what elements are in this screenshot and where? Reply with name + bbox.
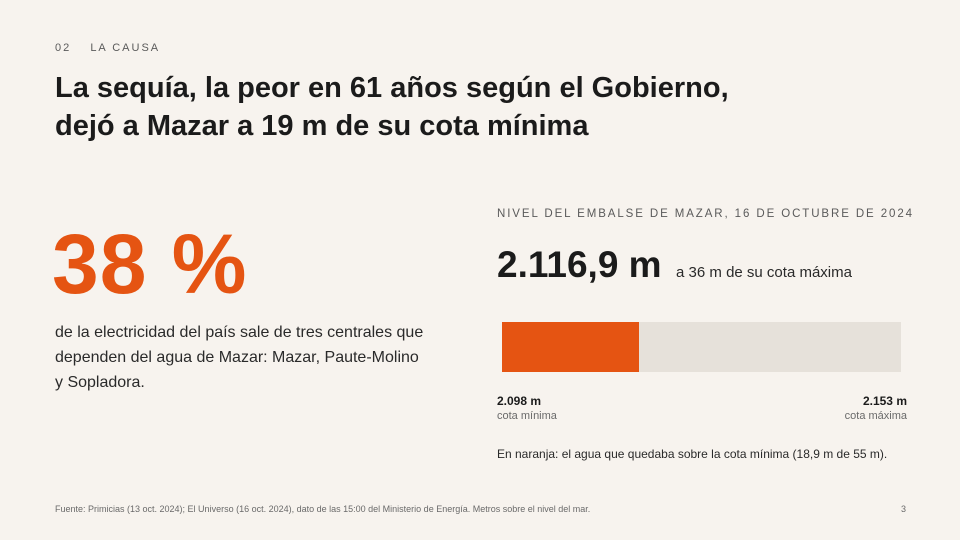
scale-max-value: 2.153 m xyxy=(862,394,907,408)
bar-legend-note: En naranja: el agua que quedaba sobre la… xyxy=(497,447,888,461)
reservoir-level-value: 2.116,9 m xyxy=(497,244,662,285)
reservoir-level-bar-fill xyxy=(502,322,640,372)
reservoir-level-row: 2.116,9 m a 36 m de su cota máxima xyxy=(497,244,852,286)
page-number: 3 xyxy=(900,504,906,514)
scale-min: 2.098 m cota mínima xyxy=(497,394,557,424)
scale-max-label: cota máxima xyxy=(844,410,907,422)
section-number: 02 xyxy=(55,42,72,54)
big-stat-description: de la electricidad del país sale de tres… xyxy=(55,324,424,391)
reservoir-heading: NIVEL DEL EMBALSE DE MAZAR, 16 DE OCTUBR… xyxy=(497,208,914,220)
big-stat-value: 38 % xyxy=(52,217,248,311)
reservoir-level-note: a 36 m de su cota máxima xyxy=(676,264,852,281)
slide-title-line-2: dejó a Mazar a 19 m de su cota mínima xyxy=(55,110,589,142)
source-note: Fuente: Primicias (13 oct. 2024); El Uni… xyxy=(55,504,591,514)
slide-title: La sequía, la peor en 61 años según el G… xyxy=(55,69,915,145)
section-kicker: 02 LA CAUSA xyxy=(55,42,160,54)
slide-title-line-1: La sequía, la peor en 61 años según el G… xyxy=(55,72,729,104)
reservoir-level-bar xyxy=(502,322,901,372)
scale-min-label: cota mínima xyxy=(497,410,557,422)
scale-max: 2.153 m cota máxima xyxy=(845,394,907,424)
scale-min-value: 2.098 m xyxy=(497,394,542,408)
section-label: LA CAUSA xyxy=(90,42,161,54)
